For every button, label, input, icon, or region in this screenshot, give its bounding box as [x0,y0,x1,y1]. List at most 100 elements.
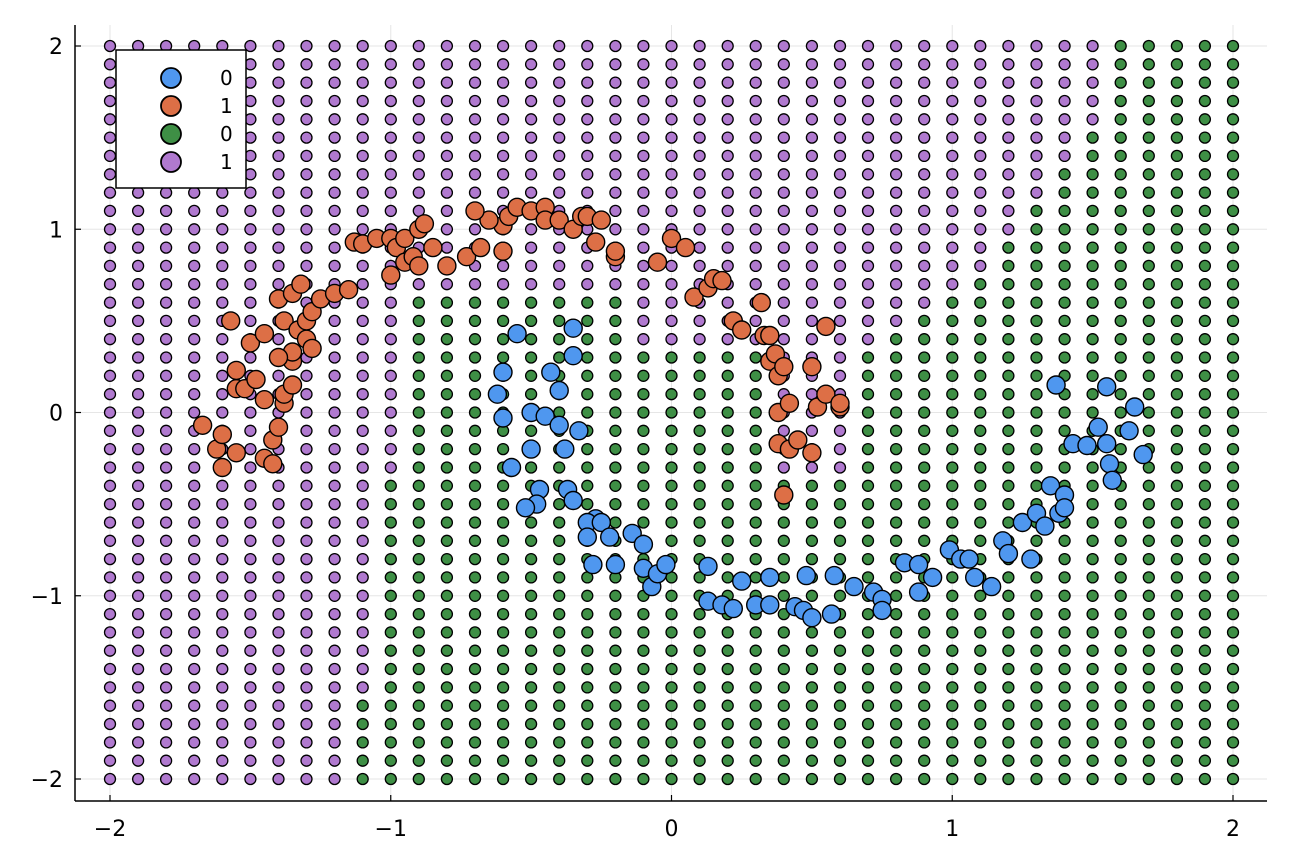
grid-point-class-0 [412,424,425,437]
grid-point-class-1 [328,461,341,474]
grid-point-class-0 [861,442,875,456]
grid-point-class-0 [1198,168,1212,181]
grid-point-class-1 [1086,58,1099,71]
grid-point-class-1 [356,662,369,676]
grid-point-class-1 [721,223,734,236]
grid-point-class-1 [412,113,425,126]
grid-point-class-1 [356,388,369,401]
grid-point-class-0 [1030,204,1043,218]
data-point-class-0 [1102,470,1123,490]
grid-point-class-1 [665,314,678,328]
grid-point-class-1 [412,94,425,108]
grid-point-class-0 [1114,241,1127,254]
grid-point-class-0 [1030,259,1043,273]
grid-point-class-0 [861,479,875,492]
grid-point-class-1 [861,204,875,218]
grid-point-class-1 [328,58,341,71]
grid-point-class-0 [721,644,734,657]
grid-point-class-0 [637,369,650,382]
data-point-class-0 [922,567,943,588]
grid-point-class-0 [1114,754,1127,767]
grid-point-class-1 [103,442,117,456]
grid-point-class-0 [1170,662,1184,676]
grid-point-class-0 [637,351,650,364]
grid-point-class-1 [188,461,201,474]
grid-point-class-1 [1086,76,1099,89]
grid-point-class-0 [889,424,903,437]
grid-point-class-1 [637,204,650,218]
grid-point-class-1 [946,149,959,163]
grid-point-class-1 [272,131,285,144]
grid-point-class-0 [1198,571,1212,584]
grid-point-class-1 [300,259,313,273]
grid-point-class-0 [974,662,987,676]
grid-point-class-0 [693,534,706,547]
grid-point-class-0 [1086,351,1099,364]
grid-point-class-1 [777,58,790,71]
grid-point-class-1 [440,149,454,163]
grid-point-class-0 [1058,259,1071,273]
grid-point-class-0 [1058,314,1071,328]
grid-point-class-1 [272,772,285,786]
grid-point-class-0 [665,442,678,456]
grid-point-class-1 [188,406,201,419]
grid-point-class-0 [889,754,903,767]
grid-point-class-0 [749,552,762,566]
grid-point-class-1 [777,113,790,126]
grid-point-class-1 [889,39,903,53]
grid-point-class-0 [1086,479,1099,492]
grid-point-class-0 [553,497,566,511]
grid-point-class-1 [496,168,510,181]
grid-point-class-0 [468,607,482,621]
grid-point-class-1 [300,479,313,492]
grid-point-class-1 [693,314,706,328]
grid-point-class-0 [384,662,397,676]
grid-point-class-1 [833,58,847,71]
grid-point-class-0 [384,736,397,749]
grid-point-class-1 [693,94,706,108]
grid-point-class-0 [1170,186,1184,199]
grid-point-class-0 [1114,662,1127,676]
grid-point-class-0 [1030,461,1043,474]
grid-point-class-1 [637,259,650,273]
grid-point-class-1 [244,571,257,584]
grid-point-class-0 [918,699,931,712]
grid-point-class-0 [581,442,594,456]
grid-point-class-0 [581,479,594,492]
grid-point-class-0 [1058,607,1071,621]
grid-point-class-1 [188,754,201,767]
grid-point-class-0 [1114,516,1127,529]
grid-point-class-0 [946,333,959,346]
grid-point-class-1 [131,369,145,382]
grid-point-class-0 [1198,479,1212,492]
grid-point-class-1 [693,113,706,126]
grid-point-class-0 [1058,552,1071,566]
grid-point-class-1 [974,149,987,163]
grid-point-class-0 [496,717,510,731]
grid-point-class-0 [974,497,987,511]
legend-label: 1 [220,94,233,118]
grid-point-class-0 [833,589,847,602]
grid-point-class-0 [496,754,510,767]
grid-point-class-0 [889,388,903,401]
grid-point-class-1 [328,351,341,364]
grid-point-class-0 [749,388,762,401]
grid-point-class-0 [412,717,425,731]
grid-point-class-0 [946,626,959,639]
grid-point-class-0 [1142,388,1155,401]
grid-point-class-1 [300,497,313,511]
grid-point-class-0 [412,662,425,676]
grid-point-class-0 [553,772,566,786]
grid-point-class-0 [553,351,566,364]
decision-grid-points [103,39,1240,786]
grid-point-class-0 [1030,388,1043,401]
grid-point-class-1 [159,754,173,767]
grid-point-class-0 [861,717,875,731]
grid-point-class-0 [1030,644,1043,657]
grid-point-class-0 [1086,534,1099,547]
grid-point-class-0 [637,607,650,621]
grid-point-class-1 [918,76,931,89]
data-point-class-0 [656,554,676,575]
grid-point-class-0 [889,589,903,602]
grid-point-class-0 [1114,39,1127,53]
